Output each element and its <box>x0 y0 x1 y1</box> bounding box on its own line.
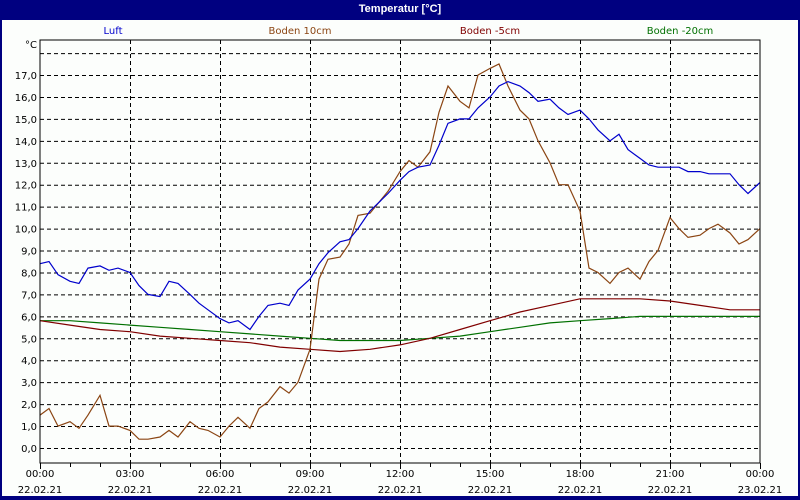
y-tick-label: 7,0 <box>21 290 37 301</box>
x-tick-time: 18:00 <box>566 469 595 480</box>
x-tick-time: 15:00 <box>476 469 505 480</box>
x-tick-date: 22.02.21 <box>558 485 603 496</box>
y-tick-label: 6,0 <box>21 312 37 323</box>
y-tick-label: 4,0 <box>21 356 37 367</box>
series-line-0 <box>39 80 761 331</box>
x-tick-date: 22.02.21 <box>468 485 513 496</box>
x-tick-date: 22.02.21 <box>198 485 243 496</box>
legend-item-3: Boden -20cm <box>647 26 714 37</box>
legend-item-0: Luft <box>104 26 123 37</box>
series-line-1 <box>39 63 761 440</box>
y-tick-label: 1,0 <box>21 422 37 433</box>
y-axis-ticks: 0,0 1,0 2,0 3,0 4,0 5,0 6,0 7,0 8,0 9,0 10,0 11,0 12… <box>15 71 37 455</box>
legend-item-2: Boden -5cm <box>460 26 520 37</box>
series-line-3 <box>40 315 760 342</box>
window-title: Temperatur [°C] <box>0 0 800 20</box>
series-line-2 <box>39 298 760 353</box>
y-tick-label: 10,0 <box>15 225 37 236</box>
y-axis-unit: °C <box>25 40 37 51</box>
data-series <box>39 63 761 440</box>
y-tick-label: 2,0 <box>21 400 37 411</box>
chart-legend: Luft Boden 10cm Boden -5cm Boden -20cm <box>104 26 714 37</box>
x-tick-date: 23.02.21 <box>738 485 783 496</box>
y-tick-label: 3,0 <box>21 378 37 389</box>
x-tick-date: 22.02.21 <box>18 485 63 496</box>
x-tick-time: 21:00 <box>656 469 685 480</box>
x-tick-time: 12:00 <box>386 469 415 480</box>
x-tick-time: 09:00 <box>296 469 325 480</box>
x-tick-time: 00:00 <box>26 469 55 480</box>
y-tick-label: 16,0 <box>15 93 37 104</box>
y-tick-label: 12,0 <box>15 181 37 192</box>
y-tick-label: 8,0 <box>21 268 37 279</box>
x-tick-date: 22.02.21 <box>108 485 153 496</box>
x-tick-time: 03:00 <box>116 469 145 480</box>
x-tick-time: 06:00 <box>206 469 235 480</box>
legend-item-1: Boden 10cm <box>269 26 332 37</box>
y-tick-label: 11,0 <box>15 203 37 214</box>
x-tick-date: 22.02.21 <box>648 485 693 496</box>
y-tick-label: 15,0 <box>15 115 37 126</box>
y-tick-label: 0,0 <box>21 444 37 455</box>
y-tick-label: 13,0 <box>15 159 37 170</box>
x-axis-ticks: 00:00 22.02.21 03:00 22.02.21 06:00 22.02.21 0… <box>18 463 783 496</box>
x-tick-date: 22.02.21 <box>288 485 333 496</box>
y-tick-label: 9,0 <box>21 247 37 258</box>
y-tick-label: 17,0 <box>15 71 37 82</box>
y-tick-label: 5,0 <box>21 334 37 345</box>
x-tick-time: 00:00 <box>746 469 775 480</box>
grid-lines <box>40 40 760 463</box>
x-tick-date: 22.02.21 <box>378 485 423 496</box>
y-tick-label: 14,0 <box>15 137 37 148</box>
